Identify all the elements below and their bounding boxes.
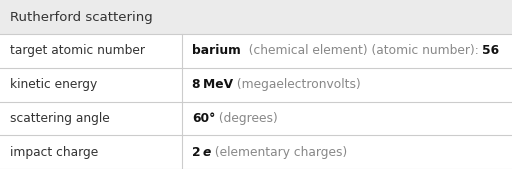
Text: (chemical element) (atomic number):: (chemical element) (atomic number): (241, 44, 482, 57)
Text: target atomic number: target atomic number (10, 44, 145, 57)
Text: e: e (203, 146, 211, 159)
Bar (0, 34, 512, 68)
Bar (0, 68, 512, 102)
Text: Rutherford scattering: Rutherford scattering (10, 10, 153, 23)
Bar (0, 135, 512, 169)
Text: 60°: 60° (192, 112, 215, 125)
Text: (megaelectronvolts): (megaelectronvolts) (233, 78, 360, 91)
Bar (0, 0, 512, 34)
Text: barium: barium (192, 44, 241, 57)
Text: 56: 56 (482, 44, 499, 57)
Text: impact charge: impact charge (10, 146, 98, 159)
Text: scattering angle: scattering angle (10, 112, 110, 125)
Text: (degrees): (degrees) (215, 112, 278, 125)
Text: 8 MeV: 8 MeV (192, 78, 233, 91)
Text: (elementary charges): (elementary charges) (211, 146, 347, 159)
Text: 2: 2 (192, 146, 203, 159)
Bar (0, 102, 512, 135)
Text: kinetic energy: kinetic energy (10, 78, 97, 91)
